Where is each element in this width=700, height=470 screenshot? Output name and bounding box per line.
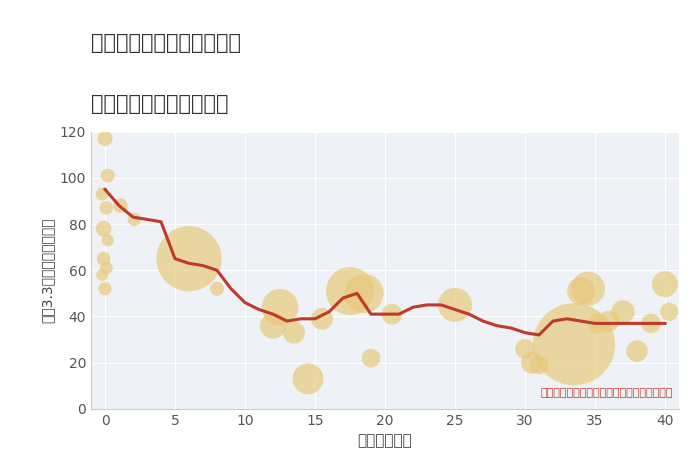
Point bbox=[358, 290, 370, 297]
Point bbox=[664, 308, 675, 316]
Point bbox=[102, 236, 113, 244]
Point bbox=[449, 301, 461, 309]
Point bbox=[344, 287, 356, 295]
Point bbox=[592, 320, 603, 327]
Text: 福岡県久留米市津福今町の: 福岡県久留米市津福今町の bbox=[91, 33, 241, 53]
Point bbox=[302, 375, 314, 383]
Point bbox=[316, 315, 328, 322]
Point bbox=[582, 285, 594, 292]
Point bbox=[97, 271, 108, 279]
Point bbox=[274, 304, 286, 311]
Point bbox=[129, 216, 140, 223]
Point bbox=[526, 359, 538, 367]
Point bbox=[97, 190, 108, 198]
Point bbox=[365, 354, 377, 362]
Text: 円の大きさは、取引のあった物件面積を示す: 円の大きさは、取引のあった物件面積を示す bbox=[540, 388, 673, 398]
Point bbox=[617, 308, 629, 316]
Point bbox=[645, 320, 657, 327]
Point bbox=[98, 255, 109, 262]
Point bbox=[211, 285, 223, 292]
Point bbox=[575, 287, 587, 295]
Point bbox=[102, 172, 113, 179]
Point bbox=[99, 135, 111, 142]
Point bbox=[183, 255, 195, 262]
Point bbox=[533, 361, 545, 369]
Point bbox=[603, 317, 615, 325]
Point bbox=[101, 264, 112, 272]
Point bbox=[98, 225, 109, 233]
Point bbox=[386, 310, 398, 318]
Point bbox=[288, 329, 300, 337]
Point bbox=[568, 340, 580, 348]
Point bbox=[115, 202, 126, 209]
Point bbox=[101, 204, 112, 212]
Point bbox=[267, 322, 279, 329]
X-axis label: 築年数（年）: 築年数（年） bbox=[358, 433, 412, 448]
Y-axis label: 坪（3.3㎡）単価（万円）: 坪（3.3㎡）単価（万円） bbox=[40, 218, 54, 323]
Point bbox=[631, 347, 643, 355]
Point bbox=[659, 280, 671, 288]
Point bbox=[99, 285, 111, 292]
Point bbox=[519, 345, 531, 352]
Text: 築年数別中古戸建て価格: 築年数別中古戸建て価格 bbox=[91, 94, 228, 114]
